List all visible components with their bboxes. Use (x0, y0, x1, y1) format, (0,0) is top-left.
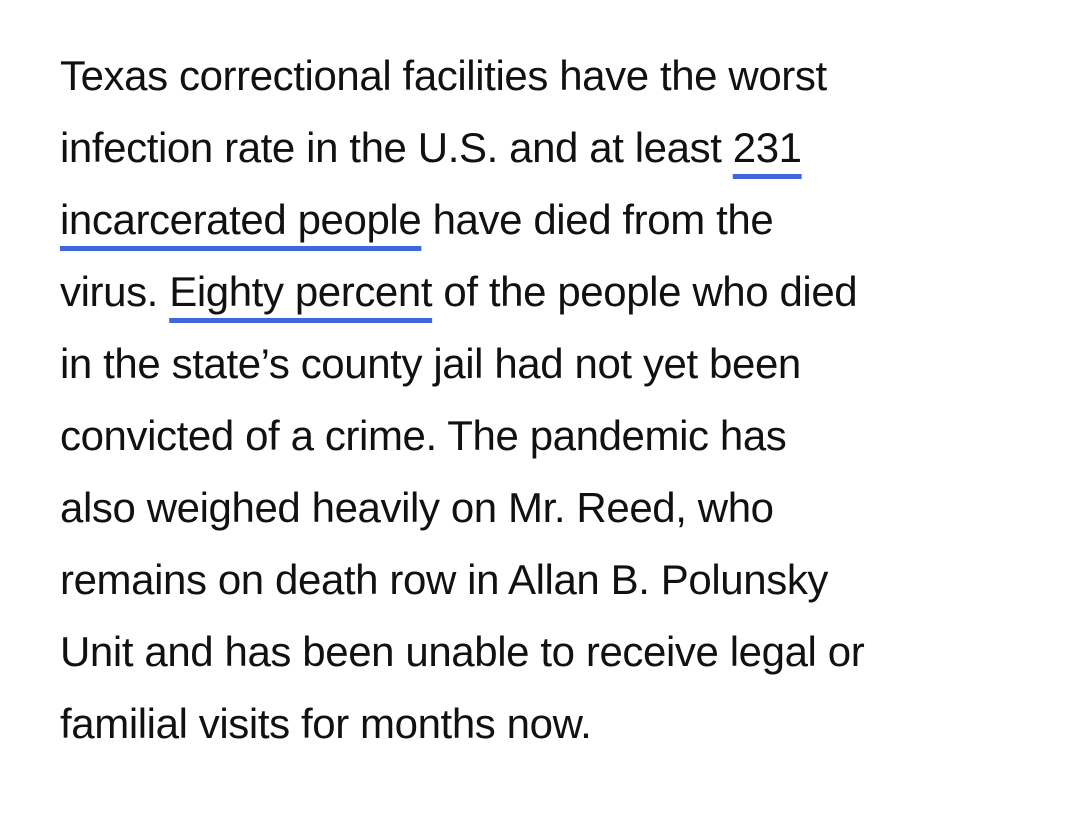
text-span: of the people who died (432, 268, 858, 315)
text-span: Texas correctional facilities have the w… (60, 52, 827, 99)
text-span: in the state’s county jail had not yet b… (60, 340, 801, 387)
text-line: familial visits for months now. (60, 688, 1080, 760)
text-line: convicted of a crime. The pandemic has (60, 400, 1080, 472)
text-line: also weighed heavily on Mr. Reed, who (60, 472, 1080, 544)
text-line: incarcerated people have died from the (60, 184, 1080, 256)
text-span: infection rate in the U.S. and at least (60, 124, 733, 171)
text-span: familial visits for months now. (60, 700, 592, 747)
inline-link[interactable]: Eighty percent (169, 268, 433, 315)
text-line: in the state’s county jail had not yet b… (60, 328, 1080, 400)
inline-link[interactable]: incarcerated people (60, 196, 422, 243)
text-line: remains on death row in Allan B. Polunsk… (60, 544, 1080, 616)
text-line: infection rate in the U.S. and at least … (60, 112, 1080, 184)
text-span: virus. (60, 268, 170, 315)
text-span: Unit and has been unable to receive lega… (60, 628, 865, 675)
text-line: Texas correctional facilities have the w… (60, 40, 1080, 112)
text-span: remains on death row in Allan B. Polunsk… (60, 556, 829, 603)
text-line: Unit and has been unable to receive lega… (60, 616, 1080, 688)
text-span: have died from the (421, 196, 774, 243)
text-span: convicted of a crime. The pandemic has (60, 412, 787, 459)
text-line: virus. Eighty percent of the people who … (60, 256, 1080, 328)
text-span: also weighed heavily on Mr. Reed, who (60, 484, 774, 531)
inline-link[interactable]: 231 (732, 124, 802, 171)
